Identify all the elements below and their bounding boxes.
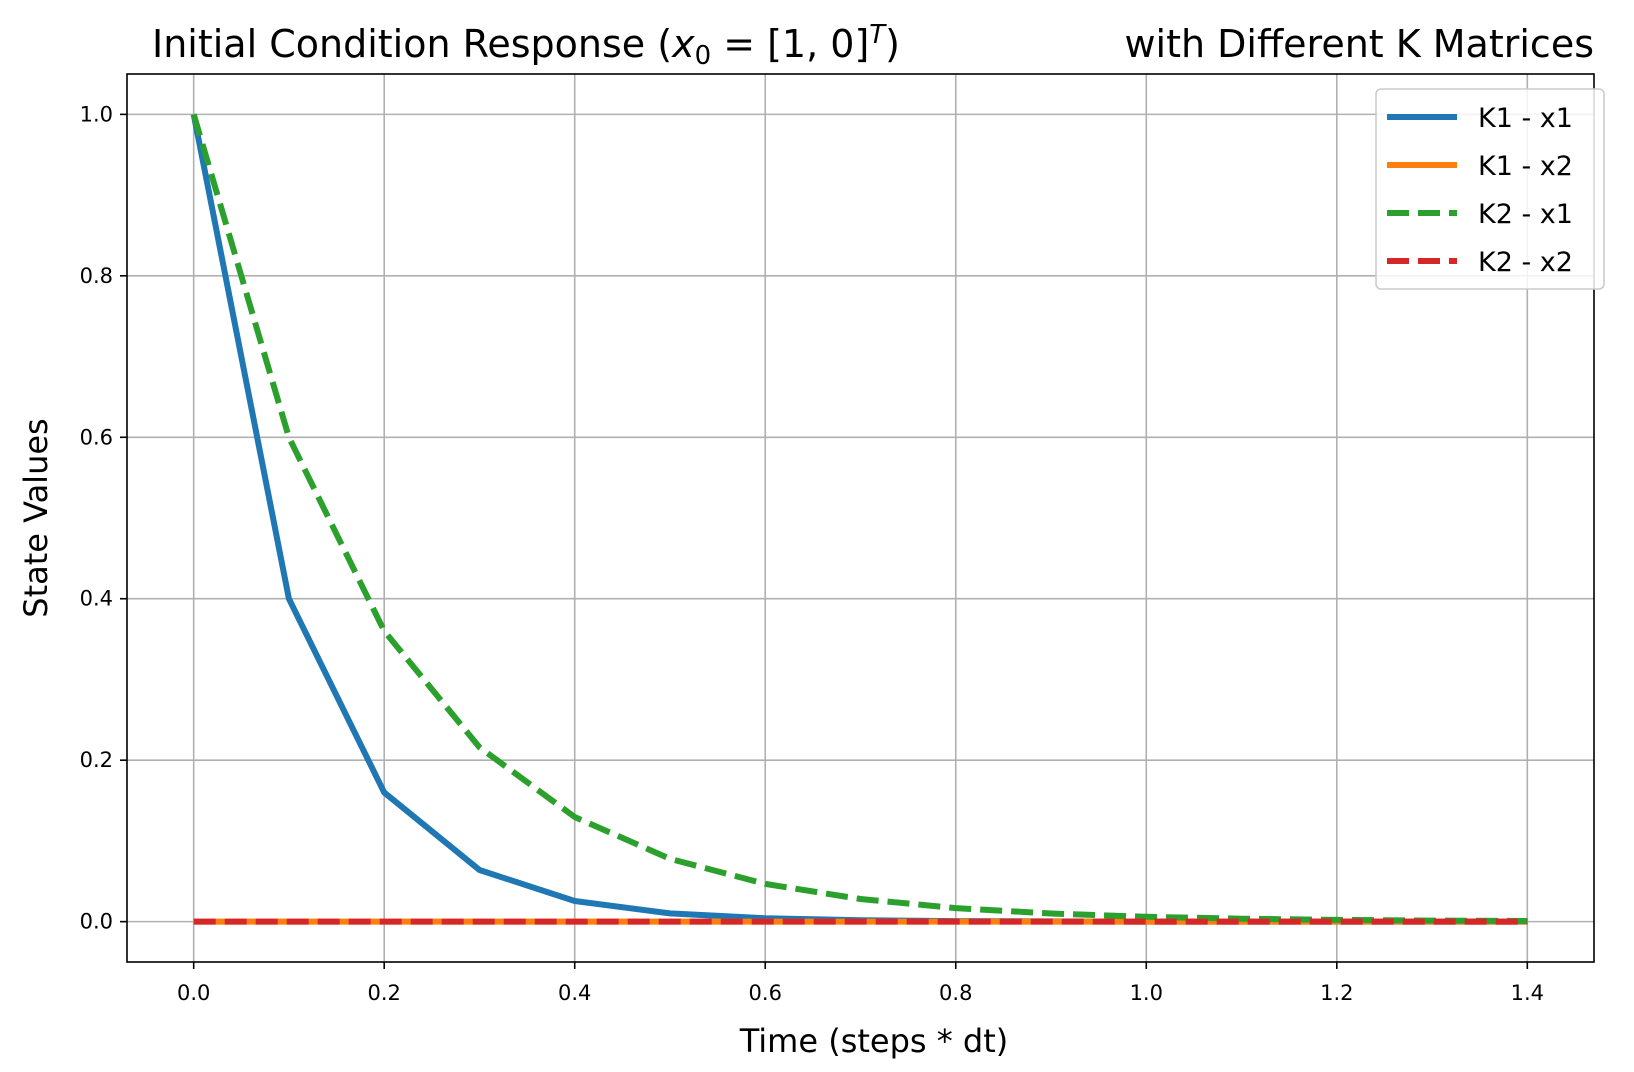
plot-area: 0.0 0.2 0.4 0.6 0.8 1.0 1.2 1.4 0.0 0.2 0.4 0.6 0.8… [80, 73, 1595, 1005]
x-tick-label: 1.2 [1320, 981, 1353, 1005]
legend-label: K1 - x2 [1478, 151, 1573, 182]
x-tick-label: 0.6 [749, 981, 782, 1005]
y-tick-label: 0.0 [80, 910, 113, 934]
chart-title-tail: with Different K Matrices [1124, 22, 1594, 66]
title-math-sub: 0 [695, 41, 712, 71]
title-math-sup: T [869, 20, 887, 50]
legend: K1 - x1 K1 - x2 K2 - x1 K2 - x2 [1375, 88, 1605, 290]
x-tick-label: 1.0 [1130, 981, 1163, 1005]
x-tick-label: 0.2 [367, 981, 400, 1005]
y-axis-label: State Values [17, 418, 55, 617]
legend-box [1375, 88, 1605, 290]
legend-label: K1 - x1 [1478, 103, 1573, 134]
x-axis-label: Time (steps * dt) [739, 1022, 1009, 1060]
series-layer [190, 113, 1528, 925]
x-tick-label: 0.8 [939, 981, 972, 1005]
legend-label: K2 - x2 [1478, 247, 1573, 278]
y-tick-label: 0.8 [80, 264, 113, 288]
series-line-k2-x1 [190, 113, 1528, 924]
x-tick-label: 0.4 [558, 981, 591, 1005]
y-tick-label: 1.0 [80, 102, 113, 126]
y-tick-label: 0.4 [80, 587, 113, 611]
x-axis-ticks: 0.0 0.2 0.4 0.6 0.8 1.0 1.2 1.4 [177, 962, 1544, 1005]
legend-label: K2 - x1 [1478, 199, 1573, 230]
chart-title: Initial Condition Response (x0 = [1, 0]T… [152, 20, 900, 71]
title-prefix: Initial Condition Response ( [152, 22, 672, 66]
y-axis-ticks: 0.0 0.2 0.4 0.6 0.8 1.0 [80, 102, 127, 934]
plot-border [126, 73, 1595, 963]
title-suffix: ) [885, 22, 900, 66]
x-tick-label: 0.0 [177, 981, 210, 1005]
x-tick-label: 1.4 [1511, 981, 1544, 1005]
title-math-mid: = [1, 0] [711, 22, 869, 66]
y-tick-label: 0.6 [80, 425, 113, 449]
title-math-x: x [671, 22, 695, 66]
y-tick-label: 0.2 [80, 748, 113, 772]
